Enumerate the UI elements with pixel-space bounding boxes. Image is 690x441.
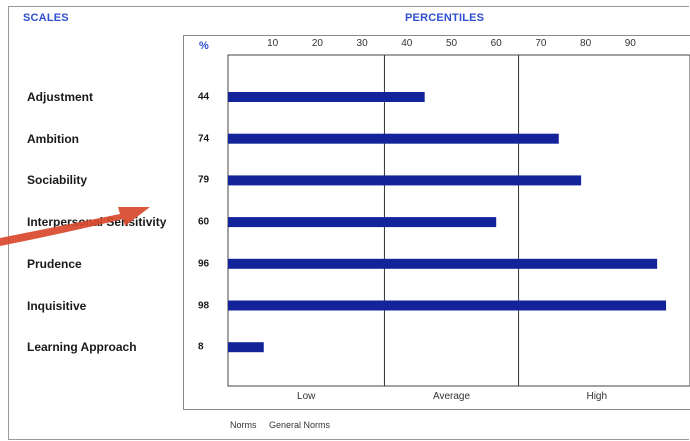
percentile-bar xyxy=(228,133,559,144)
x-tick-label: 10 xyxy=(267,38,279,49)
percentile-score: 60 xyxy=(198,216,210,228)
band-label: High xyxy=(586,391,608,402)
percentile-score: 8 xyxy=(198,341,204,353)
percentile-score: 44 xyxy=(198,91,210,103)
scale-label: Sociability xyxy=(27,173,88,188)
scale-label: Ambition xyxy=(27,131,79,146)
x-tick-label: 70 xyxy=(535,38,547,49)
chart-plot-frame xyxy=(183,35,690,410)
annotation-arrow-icon xyxy=(0,207,150,246)
percentile-score: 96 xyxy=(198,258,210,270)
x-tick-label: 60 xyxy=(490,38,502,49)
percentile-bar xyxy=(228,300,667,311)
scale-label: Adjustment xyxy=(27,90,93,104)
percentile-bar xyxy=(228,217,497,228)
percentile-bar xyxy=(228,342,264,353)
report-frame xyxy=(8,6,689,440)
percentile-score: 74 xyxy=(198,133,210,145)
percentile-bar xyxy=(228,175,582,186)
percent-column-heading: % xyxy=(199,40,209,52)
x-tick-label: 40 xyxy=(401,38,413,49)
chart-title: PERCENTILES xyxy=(405,12,485,24)
scale-label: Prudence xyxy=(27,256,82,271)
x-tick-label: 20 xyxy=(311,38,323,49)
x-tick-label: 50 xyxy=(445,38,458,49)
percentile-bar xyxy=(228,92,425,102)
scale-label: Learning Approach xyxy=(27,340,137,355)
percentile-score: 79 xyxy=(198,174,210,186)
band-label: Low xyxy=(297,391,316,402)
percentile-bar xyxy=(228,258,658,269)
x-tick-label: 90 xyxy=(624,38,636,49)
x-tick-label: 80 xyxy=(580,38,592,49)
scale-label: Inquisitive xyxy=(27,298,87,313)
scales-heading: SCALES xyxy=(23,12,69,24)
percentile-score: 98 xyxy=(198,300,210,311)
x-tick-label: 30 xyxy=(356,38,368,49)
norms-value: General Norms xyxy=(269,420,331,430)
norms-label: Norms xyxy=(230,420,257,430)
band-label: Average xyxy=(432,391,471,402)
